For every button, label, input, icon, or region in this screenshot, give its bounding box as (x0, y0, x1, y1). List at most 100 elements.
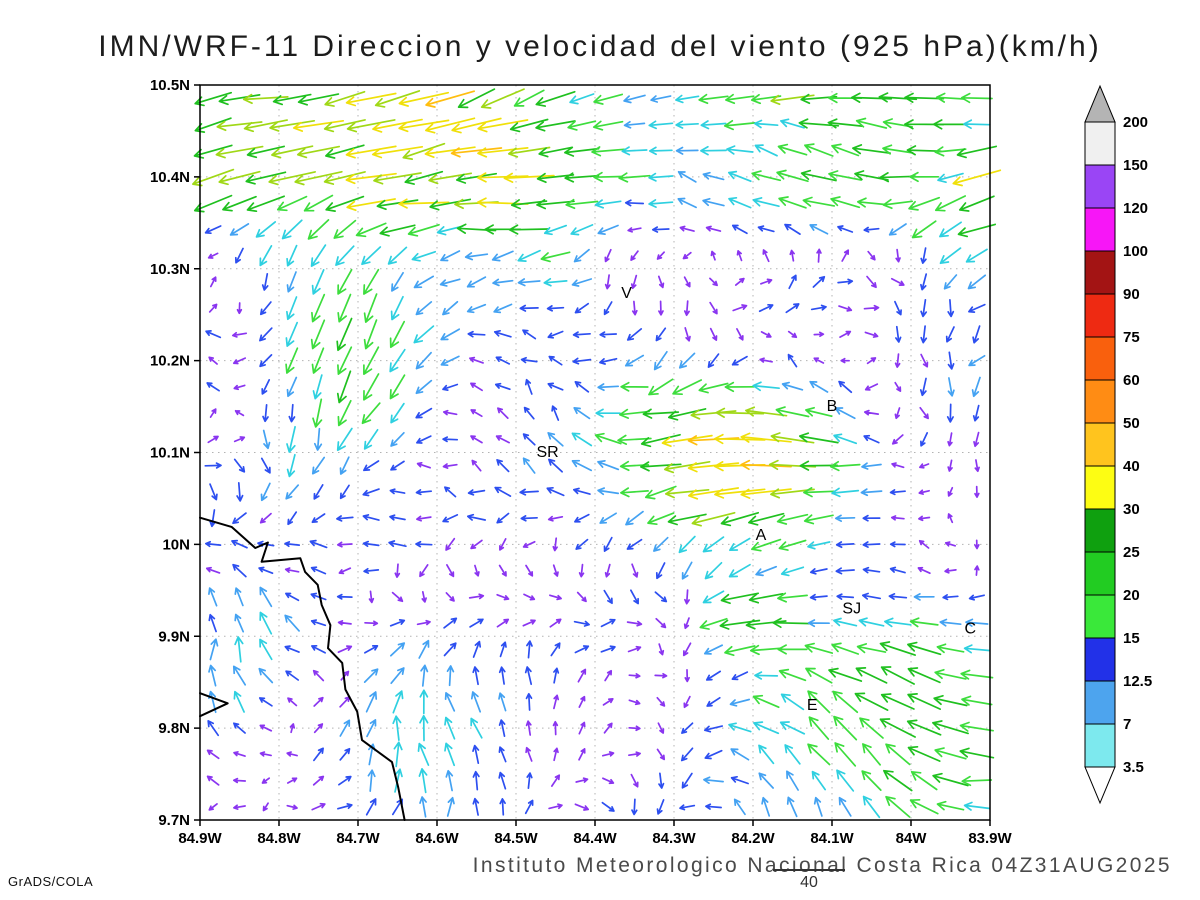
wind-arrow (683, 617, 690, 630)
wind-arrow (838, 796, 852, 817)
wind-arrow (524, 378, 533, 395)
wind-arrow (550, 642, 561, 657)
wind-arrow (571, 278, 593, 287)
wind-arrow (208, 356, 218, 365)
wind-arrow (573, 620, 590, 627)
wind-arrow (258, 697, 273, 707)
wind-arrow (682, 642, 692, 657)
wind-arrow (548, 458, 563, 473)
wind-arrow (749, 644, 783, 656)
wind-arrow (704, 561, 723, 580)
wind-arrow (740, 488, 792, 499)
wind-arrow (786, 770, 799, 791)
wind-arrow (415, 301, 433, 316)
wind-arrow (499, 798, 506, 816)
wind-arrow (860, 488, 883, 497)
wind-arrow (702, 590, 725, 604)
wind-arrow (536, 199, 575, 210)
wind-arrow (754, 144, 778, 157)
wind-arrow (268, 171, 316, 186)
wind-arrow (617, 434, 652, 445)
wind-arrow (233, 804, 246, 810)
wind-arrow (389, 348, 406, 373)
station-label-a: A (756, 527, 767, 544)
station-label-c: C (964, 620, 976, 637)
wind-arrow (245, 171, 287, 185)
wind-arrow (234, 587, 244, 607)
wind-arrow (885, 795, 911, 818)
wind-arrow (222, 195, 257, 212)
wind-arrow (959, 721, 994, 732)
wind-arrow (786, 796, 798, 818)
wind-arrow (752, 197, 780, 208)
footer-text: Instituto Meteorologico Nacional Costa R… (472, 854, 1172, 877)
wind-arrow (850, 92, 893, 103)
wind-arrow (517, 278, 541, 287)
wind-arrow (919, 406, 929, 420)
wind-arrow (732, 304, 748, 312)
wind-arrow (894, 300, 902, 316)
wind-arrow (363, 319, 378, 350)
wind-arrow (524, 799, 534, 815)
x-tick-label: 84.4W (573, 830, 617, 847)
wind-arrow (974, 539, 980, 550)
wind-arrow (690, 409, 737, 420)
wind-arrow (337, 620, 352, 626)
wind-arrow (889, 489, 906, 496)
wind-arrow (855, 667, 888, 684)
wind-arrow (809, 380, 829, 393)
wind-arrow (522, 457, 536, 474)
wind-arrow (831, 487, 860, 498)
wind-arrow (863, 434, 880, 444)
wind-arrow (361, 402, 381, 425)
wind-arrow (882, 198, 914, 210)
wind-arrow (703, 776, 724, 785)
wind-arrow (974, 565, 980, 576)
wind-arrow (424, 146, 476, 159)
wind-arrow (810, 304, 827, 311)
wind-arrow (310, 319, 326, 350)
wind-arrow (804, 143, 834, 157)
grid-lines (200, 85, 990, 820)
wind-arrow (416, 515, 432, 522)
wind-arrow (778, 668, 807, 682)
colorbar-label: 50 (1123, 415, 1140, 432)
wind-arrow (934, 747, 967, 760)
wind-arrow (604, 248, 612, 263)
wind-arrow (546, 305, 565, 312)
wind-arrow (855, 117, 888, 129)
wind-arrow (470, 435, 483, 444)
wind-arrow (468, 593, 485, 600)
wind-arrow (945, 326, 955, 343)
wind-arrow (862, 541, 881, 548)
colorbar-label: 30 (1123, 501, 1140, 518)
wind-arrow (337, 803, 353, 810)
wind-arrow (364, 645, 379, 654)
wind-arrow (368, 590, 375, 604)
colorbar-label: 75 (1123, 329, 1140, 346)
wind-arrow (208, 803, 218, 811)
wind-arrow (947, 432, 953, 447)
wind-arrow (522, 619, 536, 627)
wind-arrow (971, 376, 981, 398)
wind-arrow (442, 463, 458, 469)
wind-arrow (972, 325, 981, 344)
wind-arrow (576, 591, 587, 603)
x-tick-label: 84.9W (178, 830, 222, 847)
wind-arrow (548, 803, 563, 810)
wind-arrow (837, 278, 854, 285)
wind-arrow (564, 146, 600, 157)
wind-arrow (640, 461, 682, 472)
wind-arrow (827, 118, 863, 129)
wind-arrow (543, 224, 568, 236)
wind-arrow (470, 717, 483, 739)
wind-arrow (464, 252, 489, 261)
wind-arrow (233, 722, 246, 734)
wind-arrow (285, 592, 300, 602)
wind-arrow (934, 146, 967, 157)
wind-arrow (907, 693, 942, 710)
wind-arrow (834, 742, 857, 767)
wind-arrow (733, 798, 746, 816)
wind-arrow (894, 407, 901, 420)
